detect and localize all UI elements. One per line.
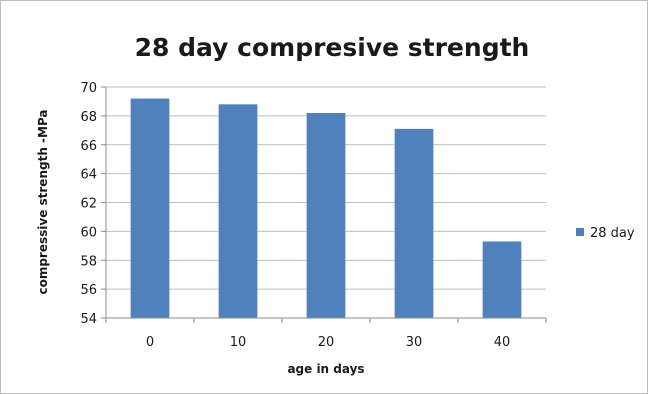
y-tick-label: 60 (80, 225, 97, 240)
x-tick-label: 40 (494, 335, 511, 350)
y-tick-label: 56 (80, 283, 97, 298)
y-tick-label: 66 (80, 139, 97, 154)
x-tick-label: 0 (146, 335, 154, 350)
y-tick-label: 54 (80, 312, 97, 327)
x-axis-title: age in days (287, 362, 364, 376)
y-tick-label: 62 (80, 197, 97, 212)
bar-0 (130, 98, 170, 318)
bar-40 (482, 241, 522, 318)
y-tick-labels: 54 56 58 60 62 64 66 68 70 (80, 81, 97, 327)
bar-20 (306, 112, 346, 318)
legend: 28 day (576, 226, 635, 241)
y-tick-label: 64 (80, 168, 97, 183)
axes (105, 87, 546, 319)
y-tick-label: 70 (80, 81, 97, 96)
y-axis-title: compressive strength -MPa (36, 109, 50, 294)
x-tick-label: 10 (230, 335, 247, 350)
legend-label: 28 day (590, 226, 635, 241)
y-tick-label: 58 (80, 254, 97, 269)
bar-10 (218, 104, 258, 318)
bars (130, 98, 522, 318)
bar-30 (394, 128, 434, 318)
x-tick-label: 30 (406, 335, 423, 350)
legend-swatch (576, 228, 584, 236)
x-tick-label: 20 (318, 335, 335, 350)
x-tick-labels: 0 10 20 30 40 (105, 318, 547, 350)
y-tick-label: 68 (80, 110, 97, 125)
chart-title: 28 day compresive strength (135, 33, 530, 62)
